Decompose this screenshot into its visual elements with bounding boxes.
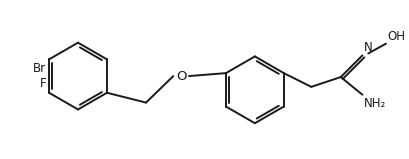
Text: N: N xyxy=(362,41,371,54)
Text: O: O xyxy=(175,69,186,83)
Text: OH: OH xyxy=(386,30,404,43)
Text: Br: Br xyxy=(33,62,46,75)
Text: NH₂: NH₂ xyxy=(362,97,385,110)
Text: F: F xyxy=(39,77,46,90)
